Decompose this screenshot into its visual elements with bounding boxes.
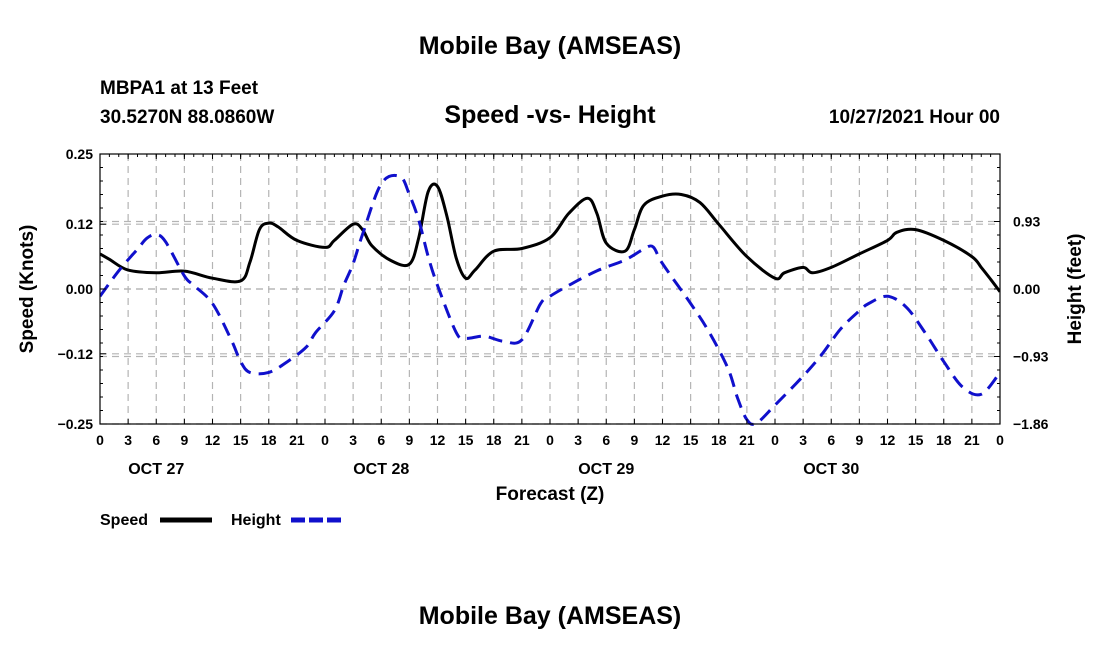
y-left-tick-label: −0.12 <box>58 346 94 362</box>
x-tick-label: 12 <box>655 432 671 448</box>
y-right-tick-label: 0.00 <box>1013 281 1040 297</box>
x-tick-label: 3 <box>574 432 582 448</box>
x-tick-label: 15 <box>908 432 924 448</box>
day-label: OCT 29 <box>578 461 634 478</box>
x-tick-label: 21 <box>739 432 755 448</box>
x-tick-label: 3 <box>124 432 132 448</box>
station-coordinates: 30.5270N 88.0860W <box>100 107 275 128</box>
speed-series-line <box>100 182 1000 293</box>
main-title: Mobile Bay (AMSEAS) <box>418 32 682 60</box>
y-right-tick-label: −1.86 <box>1013 416 1049 432</box>
x-tick-label: 9 <box>630 432 638 448</box>
x-tick-label: 12 <box>880 432 896 448</box>
x-tick-label: 3 <box>799 432 807 448</box>
x-tick-label: 3 <box>349 432 357 448</box>
x-tick-label: 6 <box>602 432 610 448</box>
x-tick-label: 0 <box>321 432 329 448</box>
day-label: OCT 27 <box>128 461 184 478</box>
run-time: 10/27/2021 Hour 00 <box>828 107 1000 128</box>
legend-height-label: Height <box>231 512 281 529</box>
x-tick-label: 9 <box>180 432 188 448</box>
y-left-tick-label: 0.12 <box>66 216 93 232</box>
x-tick-label: 6 <box>377 432 385 448</box>
y-left-tick-label: 0.25 <box>66 146 93 162</box>
height-series-line <box>100 173 1000 426</box>
series-layer <box>100 173 1000 426</box>
y-axis-left-label: Speed (Knots) <box>17 225 38 354</box>
x-tick-label: 15 <box>458 432 474 448</box>
tick-labels: 0 3 6 9 12 15 18 21 0 3 6 9 12 15 18 21 0 3 6 9 12 15 18 21 0 3 6 9… <box>58 146 1049 478</box>
x-tick-label: 6 <box>152 432 160 448</box>
day-label: OCT 30 <box>803 461 859 478</box>
x-tick-label: 15 <box>233 432 249 448</box>
x-tick-label: 18 <box>261 432 277 448</box>
y-left-tick-label: 0.00 <box>66 281 93 297</box>
legend-speed-label: Speed <box>100 512 148 529</box>
axes <box>99 153 1001 425</box>
x-tick-label: 12 <box>205 432 221 448</box>
x-tick-label: 15 <box>683 432 699 448</box>
y-left-tick-label: −0.25 <box>58 416 94 432</box>
x-tick-label: 6 <box>827 432 835 448</box>
plot-frame <box>99 153 1001 425</box>
x-tick-label: 18 <box>486 432 502 448</box>
x-axis-label: Forecast (Z) <box>496 484 605 505</box>
x-tick-label: 9 <box>405 432 413 448</box>
chart-title: Speed -vs- Height <box>444 101 656 129</box>
x-tick-label: 18 <box>936 432 952 448</box>
x-tick-label: 18 <box>711 432 727 448</box>
x-tick-label: 21 <box>289 432 305 448</box>
x-tick-label: 0 <box>546 432 554 448</box>
legend: Speed Height <box>100 512 343 529</box>
x-tick-label: 0 <box>96 432 104 448</box>
x-tick-label: 21 <box>514 432 530 448</box>
grid <box>100 154 1000 425</box>
y-axis-right-label: Height (feet) <box>1065 234 1086 345</box>
x-tick-label: 0 <box>996 432 1004 448</box>
y-right-tick-label: −0.93 <box>1013 349 1049 365</box>
x-tick-label: 0 <box>771 432 779 448</box>
x-tick-label: 12 <box>430 432 446 448</box>
station-name: MBPA1 at 13 Feet <box>100 78 259 99</box>
day-label: OCT 28 <box>353 461 409 478</box>
x-tick-label: 9 <box>855 432 863 448</box>
footer-title: Mobile Bay (AMSEAS) <box>418 602 682 630</box>
y-right-tick-label: 0.93 <box>1013 214 1040 230</box>
x-tick-label: 21 <box>964 432 980 448</box>
